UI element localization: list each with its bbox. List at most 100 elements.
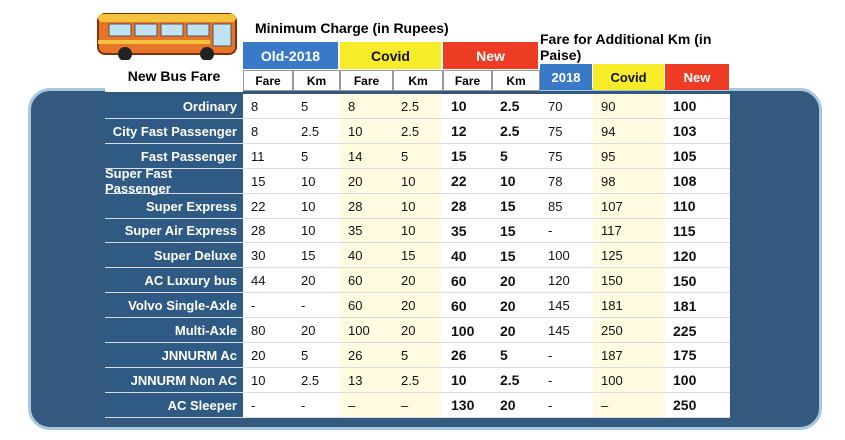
fare-cell: 15 bbox=[401, 248, 416, 264]
fare-cell: 12 bbox=[451, 123, 467, 140]
fare-cell: 100 bbox=[673, 98, 697, 115]
row-label: City Fast Passenger bbox=[112, 123, 237, 139]
fare-cell: 2.5 bbox=[401, 98, 420, 114]
fare-cell: 5 bbox=[301, 148, 309, 164]
row-label: Ordinary bbox=[182, 98, 237, 114]
fare-cell: 10 bbox=[451, 372, 467, 389]
fare-cell: 90 bbox=[601, 98, 616, 114]
covid-shade bbox=[593, 94, 665, 418]
fare-cell: 20 bbox=[401, 273, 416, 289]
fare-cell: 85 bbox=[548, 198, 563, 214]
fare-cell: 75 bbox=[548, 123, 563, 139]
row-divider bbox=[105, 391, 730, 393]
row-divider bbox=[105, 416, 730, 418]
sub-header: Km bbox=[492, 70, 540, 91]
fare-cell: 100 bbox=[673, 372, 697, 389]
fare-cell: 28 bbox=[348, 198, 363, 214]
fare-cell: 120 bbox=[673, 247, 697, 264]
fare-cell: 100 bbox=[348, 323, 370, 339]
fare-cell: 120 bbox=[548, 273, 570, 289]
fare-cell: – bbox=[401, 397, 409, 413]
group-header: Old-2018 bbox=[243, 42, 338, 69]
fare-cell: 117 bbox=[601, 223, 622, 239]
fare-cell: 30 bbox=[251, 248, 266, 264]
fare-cell: 10 bbox=[251, 372, 266, 388]
fare-cell: 20 bbox=[401, 323, 416, 339]
row-divider bbox=[105, 242, 730, 244]
fare-cell: 15 bbox=[451, 148, 467, 165]
fare-cell: 5 bbox=[301, 98, 309, 114]
fare-cell: 35 bbox=[348, 223, 363, 239]
fare-cell: 60 bbox=[348, 273, 363, 289]
fare-cell: 2.5 bbox=[401, 372, 420, 388]
fare-cell: 10 bbox=[348, 123, 363, 139]
fare-cell: 10 bbox=[301, 173, 316, 189]
fare-cell: 10 bbox=[301, 198, 316, 214]
fare-cell: 10 bbox=[401, 223, 416, 239]
sub-header: Fare bbox=[243, 70, 293, 91]
fare-cell: 110 bbox=[673, 198, 696, 215]
fare-cell: 95 bbox=[601, 148, 616, 164]
fare-cell: 150 bbox=[601, 273, 623, 289]
fare-cell: 181 bbox=[601, 298, 623, 314]
bus-icon bbox=[97, 13, 237, 61]
fare-cell: 2.5 bbox=[301, 123, 320, 139]
fare-cell: - bbox=[548, 372, 553, 388]
fare-cell: 107 bbox=[601, 198, 623, 214]
fare-cell: 100 bbox=[601, 372, 623, 388]
sub-header: Km bbox=[293, 70, 340, 91]
covid-shade bbox=[340, 94, 441, 418]
row-divider bbox=[105, 267, 730, 269]
fare-cell: 80 bbox=[251, 323, 266, 339]
fare-cell: 20 bbox=[500, 297, 516, 314]
fare-cell: 28 bbox=[451, 198, 467, 215]
fare-cell: 35 bbox=[451, 222, 467, 239]
fare-cell: 10 bbox=[401, 198, 416, 214]
fare-cell: 20 bbox=[301, 273, 316, 289]
row-label: Volvo Single-Axle bbox=[128, 298, 237, 314]
left-header bbox=[105, 60, 243, 92]
additional-header: New bbox=[665, 64, 729, 90]
fare-cell: 100 bbox=[548, 248, 570, 264]
fare-cell: – bbox=[601, 397, 609, 413]
row-divider bbox=[105, 142, 730, 144]
fare-cell: 94 bbox=[601, 123, 616, 139]
row-label: JNNURM Non AC bbox=[130, 372, 237, 388]
additional-heading: Fare for Additional Km (in Paise) bbox=[540, 31, 712, 63]
fare-cell: 60 bbox=[451, 297, 467, 314]
fare-cell: 105 bbox=[673, 148, 697, 165]
fare-cell: 103 bbox=[673, 123, 697, 140]
row-label: AC Sleeper bbox=[167, 397, 237, 413]
fare-cell: 70 bbox=[548, 98, 563, 114]
fare-cell: – bbox=[348, 397, 356, 413]
fare-cell: 20 bbox=[301, 323, 316, 339]
fare-cell: 175 bbox=[673, 347, 697, 364]
group-header: Covid bbox=[340, 42, 441, 69]
fare-cell: 40 bbox=[451, 247, 467, 264]
fare-cell: 2.5 bbox=[500, 98, 520, 115]
fare-cell: 125 bbox=[601, 248, 623, 264]
fare-cell: 8 bbox=[348, 98, 356, 114]
fare-cell: 40 bbox=[348, 248, 363, 264]
row-divider bbox=[105, 292, 730, 294]
fare-cell: 22 bbox=[251, 198, 266, 214]
row-divider bbox=[105, 167, 730, 169]
fare-cell: 10 bbox=[500, 173, 516, 190]
fare-cell: 5 bbox=[301, 347, 309, 363]
fare-cell: 15 bbox=[301, 248, 316, 264]
table-title: New Bus Fare bbox=[127, 68, 221, 84]
fare-cell: 10 bbox=[301, 223, 316, 239]
row-label: Multi-Axle bbox=[174, 323, 237, 339]
row-divider bbox=[105, 217, 730, 219]
fare-cell: - bbox=[251, 298, 256, 314]
fare-cell: 78 bbox=[548, 173, 563, 189]
row-divider bbox=[105, 366, 730, 368]
fare-cell: 250 bbox=[601, 323, 623, 339]
fare-cell: - bbox=[548, 223, 553, 239]
fare-cell: 150 bbox=[673, 272, 697, 289]
fare-cell: 8 bbox=[251, 123, 259, 139]
fare-cell: - bbox=[301, 298, 306, 314]
fare-cell: 20 bbox=[500, 272, 516, 289]
sub-header: Fare bbox=[443, 70, 492, 91]
fare-cell: 98 bbox=[601, 173, 616, 189]
